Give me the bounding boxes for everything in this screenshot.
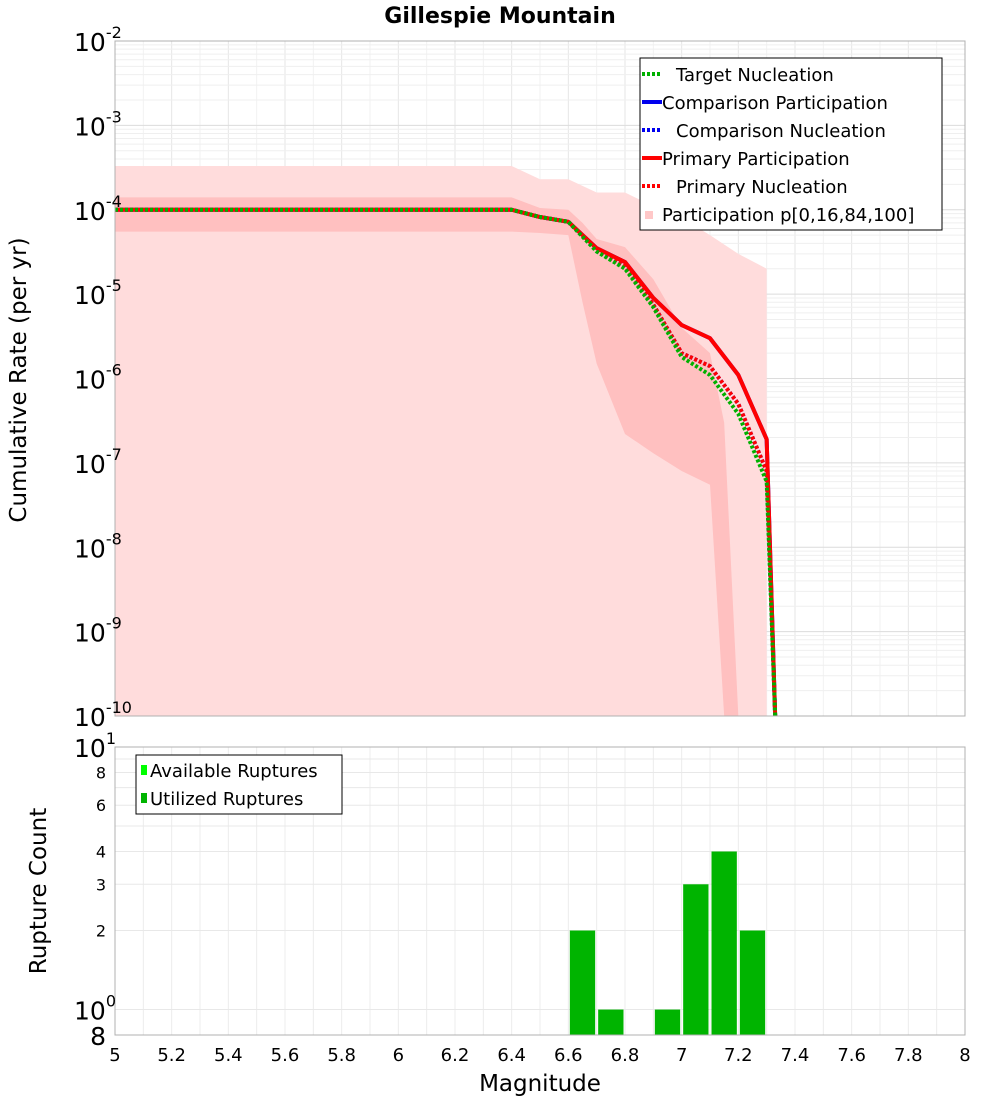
count-y-tick-label: 8 [96, 763, 106, 782]
rupture-bar [711, 851, 737, 1035]
rupture-bar [569, 930, 596, 1035]
count-legend-box [135, 754, 343, 815]
rate-y-tick-label: 10-4 [74, 192, 122, 226]
x-tick-label: 8 [959, 1045, 970, 1066]
count-y-tick-label: 4 [96, 842, 106, 861]
x-tick-label: 7.2 [724, 1045, 753, 1066]
rate-y-tick-label: 10-5 [74, 276, 122, 310]
x-tick-label: 6.4 [497, 1045, 526, 1066]
x-tick-label: 6 [393, 1045, 404, 1066]
rupture-bar [739, 930, 766, 1035]
x-tick-label: 7 [676, 1045, 687, 1066]
rate-legend-swatch [645, 211, 653, 219]
x-tick-labels: 5 5.2 5.4 5.6 5.8 6 6.2 6.4 6.6 6.8 7 7.2 7.4 7.6 7.8 8 [109, 1045, 970, 1066]
x-tick-label: 6.6 [554, 1045, 583, 1066]
count-legend-label: Utilized Ruptures [150, 789, 303, 810]
series-line-target-nucleation [115, 207, 778, 717]
rate-y-axis-label: Cumulative Rate (per yr) [6, 237, 32, 522]
rate-legend-box [639, 57, 943, 231]
rate-plot: 10-10 10-9 10-8 10-7 10-6 10-5 10-4 10-3 10-2 Cu… [6, 23, 966, 732]
rate-legend-label: Target Nucleation [675, 65, 834, 86]
rate-y-tick-labels: 10-10 10-9 10-8 10-7 10-6 10-5 10-4 10-3 10-2 [74, 23, 132, 732]
count-y-tick-label: 6 [96, 796, 106, 815]
x-tick-label: 6.8 [611, 1045, 640, 1066]
rate-legend: Target Nucleation Comparison Participatio… [639, 57, 943, 231]
rate-legend-label: Participation p[0,16,84,100] [662, 205, 914, 226]
rate-y-tick-label: 10-10 [74, 698, 132, 732]
rate-y-tick-label: 10-6 [74, 361, 122, 395]
count-legend: Available Ruptures Utilized Ruptures [135, 754, 343, 815]
count-plot-frame [114, 746, 966, 1036]
x-tick-label: 7.6 [837, 1045, 866, 1066]
rate-plot-frame [114, 40, 966, 717]
rupture-bar [598, 1009, 624, 1035]
participation-bands [115, 166, 767, 717]
x-tick-label: 7.8 [894, 1045, 923, 1066]
x-tick-label: 5.8 [327, 1045, 356, 1066]
rate-y-tick-label: 10-7 [74, 445, 122, 479]
x-tick-label: 7.4 [781, 1045, 810, 1066]
count-y-tick-label: 101 [74, 729, 116, 763]
x-axis-label: Magnitude [479, 1071, 601, 1097]
x-tick-label: 5.2 [157, 1045, 186, 1066]
rate-series-lines [115, 207, 778, 717]
count-legend-label: Available Ruptures [150, 761, 318, 782]
rupture-bar [683, 884, 709, 1035]
rate-y-tick-label: 10-9 [74, 614, 122, 648]
rate-legend-label: Primary Nucleation [676, 177, 848, 198]
x-tick-label: 6.2 [441, 1045, 470, 1066]
rate-legend-label: Comparison Participation [662, 93, 888, 114]
x-tick-label: 5.4 [214, 1045, 243, 1066]
x-tick-label: 5 [109, 1045, 120, 1066]
count-y-axis-label: Rupture Count [26, 808, 52, 974]
rate-legend-label: Comparison Nucleation [676, 121, 886, 142]
count-y-tick-label: 8 [90, 1022, 106, 1051]
count-legend-swatch [141, 793, 147, 803]
x-tick-label: 5.6 [271, 1045, 300, 1066]
count-bars [569, 851, 766, 1035]
count-y-tick-label: 100 [74, 992, 116, 1026]
count-legend-swatch [141, 765, 147, 775]
rate-legend-label: Primary Participation [662, 149, 850, 170]
rate-y-tick-label: 10-3 [74, 107, 122, 141]
rupture-bar [654, 1009, 681, 1035]
count-y-tick-label: 3 [96, 875, 106, 894]
rate-y-tick-label: 10-8 [74, 529, 122, 563]
count-y-tick-label: 2 [96, 922, 106, 941]
rate-y-tick-label: 10-2 [74, 23, 122, 57]
chart-title: Gillespie Mountain [384, 4, 615, 29]
